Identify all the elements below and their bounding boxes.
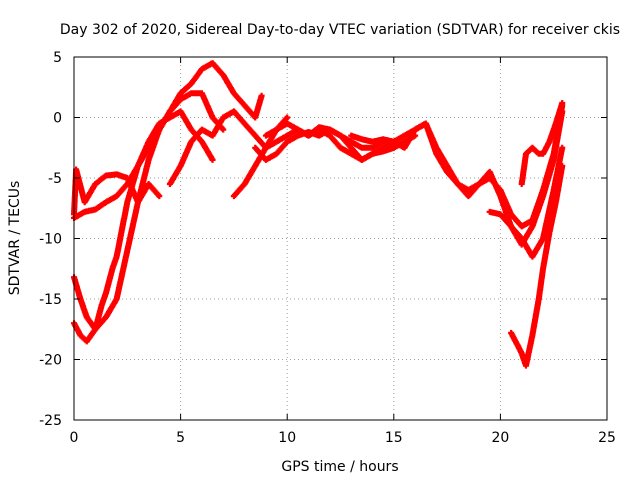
y-tick-label: -10 [39, 232, 62, 248]
series-11 [508, 162, 566, 369]
data-points [71, 60, 566, 369]
series-8 [262, 102, 566, 230]
y-tick-label: -15 [39, 292, 62, 308]
x-tick-label: 10 [278, 430, 296, 446]
x-tick-label: 25 [598, 430, 616, 446]
x-tick-label: 5 [176, 430, 185, 446]
x-tick-label: 15 [385, 430, 403, 446]
series-12 [518, 99, 566, 187]
y-tick-label: -25 [39, 413, 62, 429]
series-10 [486, 144, 566, 260]
chart-title: Day 302 of 2020, Sidereal Day-to-day VTE… [60, 22, 620, 38]
axis-ticks: 0 5 10 15 20 25 -25 -20 -15 -10 -5 0 5 [39, 50, 616, 446]
series-markers [262, 102, 566, 230]
series-markers [508, 162, 566, 369]
series-markers [348, 108, 566, 248]
series-markers [486, 144, 566, 260]
y-axis-label: SDTVAR / TECUs [7, 181, 23, 296]
y-tick-label: -5 [48, 171, 62, 187]
series-markers [518, 99, 566, 187]
x-tick-label: 20 [491, 430, 509, 446]
x-tick-label: 0 [70, 430, 79, 446]
y-tick-label: 0 [53, 111, 62, 127]
y-tick-label: 5 [53, 50, 62, 66]
series-9 [348, 108, 566, 248]
y-tick-label: -20 [39, 353, 62, 369]
x-axis-label: GPS time / hours [281, 459, 398, 475]
